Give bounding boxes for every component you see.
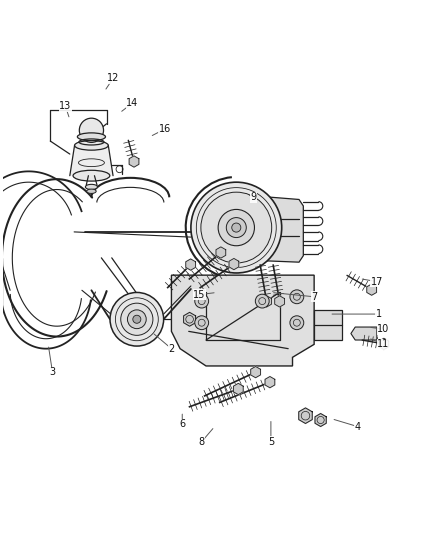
Circle shape [290,316,304,329]
Text: 2: 2 [168,344,175,354]
Polygon shape [186,259,195,270]
Circle shape [195,294,208,308]
Text: 12: 12 [107,74,119,83]
Polygon shape [351,327,377,340]
Polygon shape [171,275,314,366]
Circle shape [191,182,282,273]
Text: 4: 4 [354,422,360,432]
Text: 9: 9 [251,192,257,203]
Polygon shape [275,296,284,307]
Text: 8: 8 [199,437,205,447]
Polygon shape [314,310,342,340]
Text: 10: 10 [377,324,389,334]
Text: 3: 3 [49,367,56,377]
Circle shape [79,118,103,142]
Circle shape [255,294,269,308]
Ellipse shape [73,170,110,181]
Ellipse shape [74,141,108,150]
Circle shape [232,223,241,232]
Polygon shape [229,259,239,270]
Ellipse shape [85,184,98,190]
Circle shape [218,209,254,246]
Circle shape [226,217,246,238]
Polygon shape [184,312,196,326]
Polygon shape [379,338,389,350]
Text: 17: 17 [371,277,383,287]
Text: 16: 16 [159,124,171,134]
Circle shape [110,293,164,346]
Polygon shape [70,146,113,176]
Circle shape [195,316,208,329]
Circle shape [201,192,272,263]
Polygon shape [315,414,326,426]
Text: 5: 5 [268,437,274,447]
Polygon shape [233,383,243,394]
Circle shape [127,310,146,329]
Polygon shape [245,195,304,262]
Text: 1: 1 [376,309,382,319]
Polygon shape [262,296,272,307]
Circle shape [133,315,141,324]
Polygon shape [299,408,312,424]
Text: 6: 6 [179,419,185,430]
Polygon shape [367,284,377,295]
Ellipse shape [87,189,96,193]
Text: 14: 14 [127,98,139,108]
Polygon shape [265,376,275,388]
Circle shape [290,290,304,304]
Polygon shape [251,367,261,378]
Polygon shape [216,247,226,258]
Text: 11: 11 [377,340,389,349]
Ellipse shape [78,133,106,141]
Text: 7: 7 [311,292,317,302]
Text: 13: 13 [60,101,71,111]
Text: 15: 15 [193,289,206,300]
Circle shape [121,303,153,335]
Polygon shape [129,156,139,167]
